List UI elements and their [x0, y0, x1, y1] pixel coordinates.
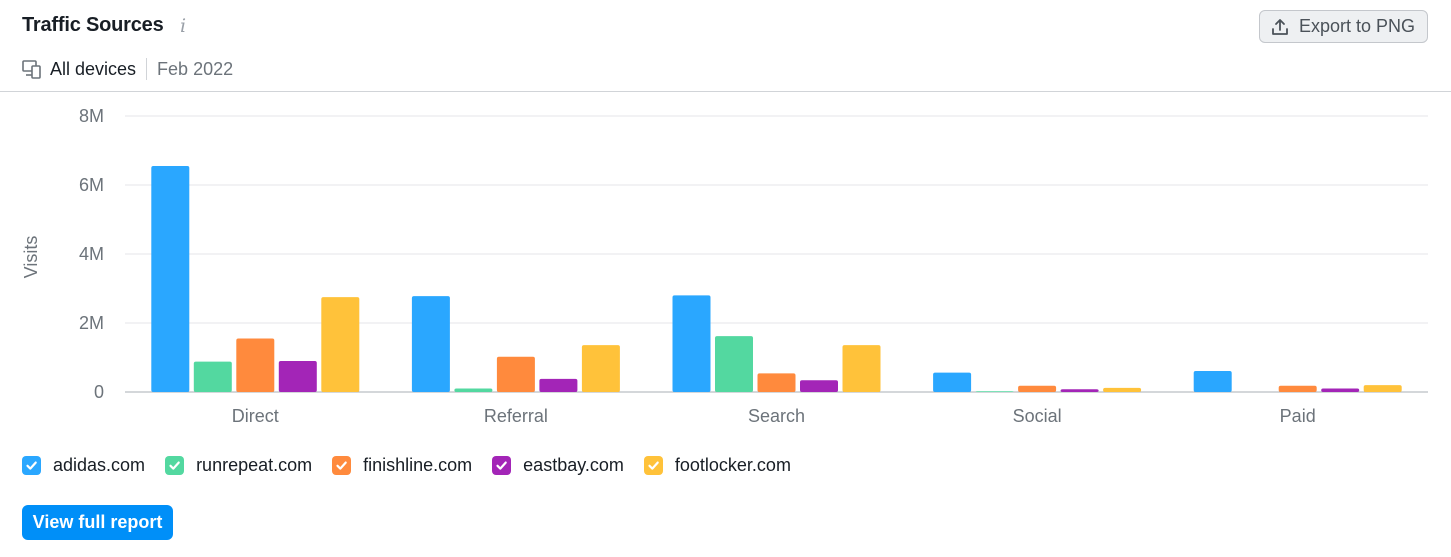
bar: [1321, 388, 1360, 392]
widget-title: Traffic Sources: [22, 14, 164, 36]
checkbox-checked-icon[interactable]: [492, 456, 512, 475]
bar: [539, 378, 578, 392]
checkbox-checked-icon[interactable]: [22, 456, 41, 475]
view-full-report-button[interactable]: View full report: [22, 505, 173, 540]
y-axis-title: Visits: [21, 236, 41, 279]
bar: [672, 295, 711, 392]
x-tick-label: Social: [1013, 406, 1062, 426]
y-tick-label: 4M: [79, 244, 104, 264]
devices-icon: [22, 59, 42, 79]
export-button-label: Export to PNG: [1299, 16, 1416, 36]
export-png-button[interactable]: Export to PNG: [1259, 10, 1428, 43]
bar: [800, 380, 838, 392]
bar: [411, 296, 450, 392]
bar: [975, 391, 1014, 392]
bar: [236, 338, 275, 392]
y-tick-label: 2M: [79, 313, 104, 333]
filter-separator: [146, 58, 148, 80]
legend-item[interactable]: runrepeat.com: [165, 455, 312, 476]
chart-legend: adidas.com runrepeat.com finishline.com eas…: [22, 455, 811, 476]
bar: [757, 373, 796, 392]
legend-label: adidas.com: [53, 455, 146, 475]
legend-label: footlocker.com: [674, 455, 791, 475]
bar: [151, 166, 190, 392]
bar: [715, 336, 753, 392]
y-tick-label: 0: [94, 382, 104, 402]
y-tick-label: 6M: [79, 175, 104, 195]
header-divider: [0, 91, 1451, 92]
checkbox-checked-icon[interactable]: [332, 456, 352, 475]
legend-item[interactable]: adidas.com: [22, 455, 145, 476]
x-tick-label: Search: [748, 406, 805, 426]
bar: [1018, 385, 1057, 392]
upload-icon: [1272, 18, 1288, 35]
bar-chart: 0 2M 4M 6M 8M Visits Direct Referral Search Socia…: [21, 106, 1428, 426]
legend-item[interactable]: finishline.com: [332, 455, 472, 476]
bar: [581, 345, 620, 392]
bar: [842, 345, 881, 392]
bar: [1363, 385, 1402, 392]
bar: [454, 388, 493, 392]
x-tick-label: Referral: [484, 406, 548, 426]
info-icon[interactable]: i: [180, 15, 187, 37]
bar: [1103, 387, 1142, 392]
bar: [193, 361, 232, 392]
filters-bar: All devices Feb 2022: [22, 58, 233, 80]
checkbox-checked-icon[interactable]: [643, 456, 663, 475]
bar: [278, 360, 317, 392]
bar: [1060, 389, 1099, 392]
bar: [1193, 370, 1232, 392]
y-tick-label: 8M: [79, 106, 104, 126]
legend-item[interactable]: footlocker.com: [643, 455, 791, 476]
legend-label: eastbay.com: [523, 455, 624, 475]
device-filter[interactable]: All devices: [50, 58, 137, 79]
legend-item[interactable]: eastbay.com: [492, 455, 624, 476]
date-filter[interactable]: Feb 2022: [157, 58, 234, 79]
x-tick-label: Paid: [1280, 406, 1316, 426]
legend-label: finishline.com: [363, 455, 473, 475]
bar: [933, 372, 972, 392]
legend-label: runrepeat.com: [196, 455, 313, 475]
bar: [496, 356, 535, 392]
x-tick-label: Direct: [232, 406, 279, 426]
bar: [321, 297, 360, 392]
checkbox-checked-icon[interactable]: [165, 456, 185, 475]
bar: [1278, 385, 1317, 392]
